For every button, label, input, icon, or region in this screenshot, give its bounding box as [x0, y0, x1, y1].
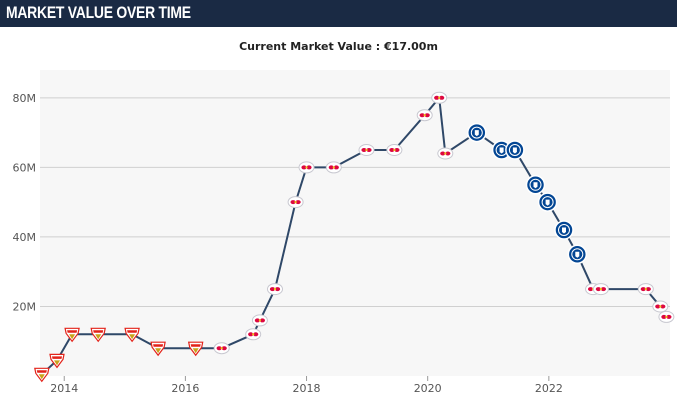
rb-leipzig-crest-icon[interactable]	[637, 283, 654, 296]
chelsea-crest-icon[interactable]	[467, 122, 487, 143]
chelsea-crest-icon[interactable]	[525, 175, 546, 195]
vfb-stuttgart-crest-icon[interactable]	[64, 327, 80, 343]
rb-leipzig-crest-icon[interactable]	[431, 91, 448, 104]
rb-leipzig-crest-icon[interactable]	[437, 147, 454, 160]
chelsea-crest-icon[interactable]	[505, 140, 525, 160]
x-tick-label: 2014	[50, 382, 78, 395]
x-tick-label: 2018	[293, 382, 321, 395]
rb-leipzig-crest-icon[interactable]	[416, 109, 433, 122]
y-tick-label: 20M	[13, 300, 37, 313]
x-tick-label: 2020	[414, 382, 442, 395]
chelsea-crest-icon[interactable]	[491, 140, 512, 160]
rb-leipzig-crest-icon[interactable]	[325, 161, 342, 174]
chelsea-crest-icon[interactable]	[567, 244, 588, 265]
x-axis: 2014 2016 2018 2020 2022	[50, 376, 563, 395]
chelsea-crest-icon[interactable]	[537, 192, 558, 212]
x-tick-label: 2022	[535, 382, 563, 395]
vfb-stuttgart-crest-icon[interactable]	[150, 341, 166, 357]
rb-leipzig-crest-icon[interactable]	[592, 283, 609, 296]
data-points	[34, 91, 675, 383]
rb-leipzig-crest-icon[interactable]	[251, 314, 268, 327]
vfb-stuttgart-crest-icon[interactable]	[187, 341, 204, 357]
rb-leipzig-crest-icon[interactable]	[287, 196, 304, 209]
y-tick-label: 80M	[13, 92, 37, 105]
chelsea-crest-icon[interactable]	[554, 220, 574, 240]
y-tick-label: 60M	[13, 161, 37, 174]
rb-leipzig-crest-icon[interactable]	[267, 283, 283, 296]
section-header: MARKET VALUE OVER TIME	[0, 0, 677, 27]
rb-leipzig-crest-icon[interactable]	[658, 310, 675, 323]
section-title: MARKET VALUE OVER TIME	[6, 3, 191, 22]
vfb-stuttgart-crest-icon[interactable]	[124, 327, 140, 343]
rb-leipzig-crest-icon[interactable]	[245, 328, 262, 341]
rb-leipzig-crest-icon[interactable]	[213, 342, 230, 355]
rb-leipzig-crest-icon[interactable]	[652, 300, 669, 313]
vfb-stuttgart-crest-icon[interactable]	[49, 353, 65, 369]
vfb-stuttgart-crest-icon[interactable]	[34, 367, 50, 383]
rb-leipzig-crest-icon[interactable]	[386, 144, 403, 156]
rb-leipzig-crest-icon[interactable]	[298, 161, 315, 174]
x-tick-label: 2016	[171, 382, 199, 395]
y-axis: 20M 40M 60M 80M	[13, 92, 37, 314]
vfb-stuttgart-crest-icon[interactable]	[90, 327, 106, 343]
chart-subtitle: Current Market Value : €17.00m	[239, 40, 438, 53]
y-tick-label: 40M	[13, 231, 37, 244]
rb-leipzig-crest-icon[interactable]	[358, 144, 375, 156]
